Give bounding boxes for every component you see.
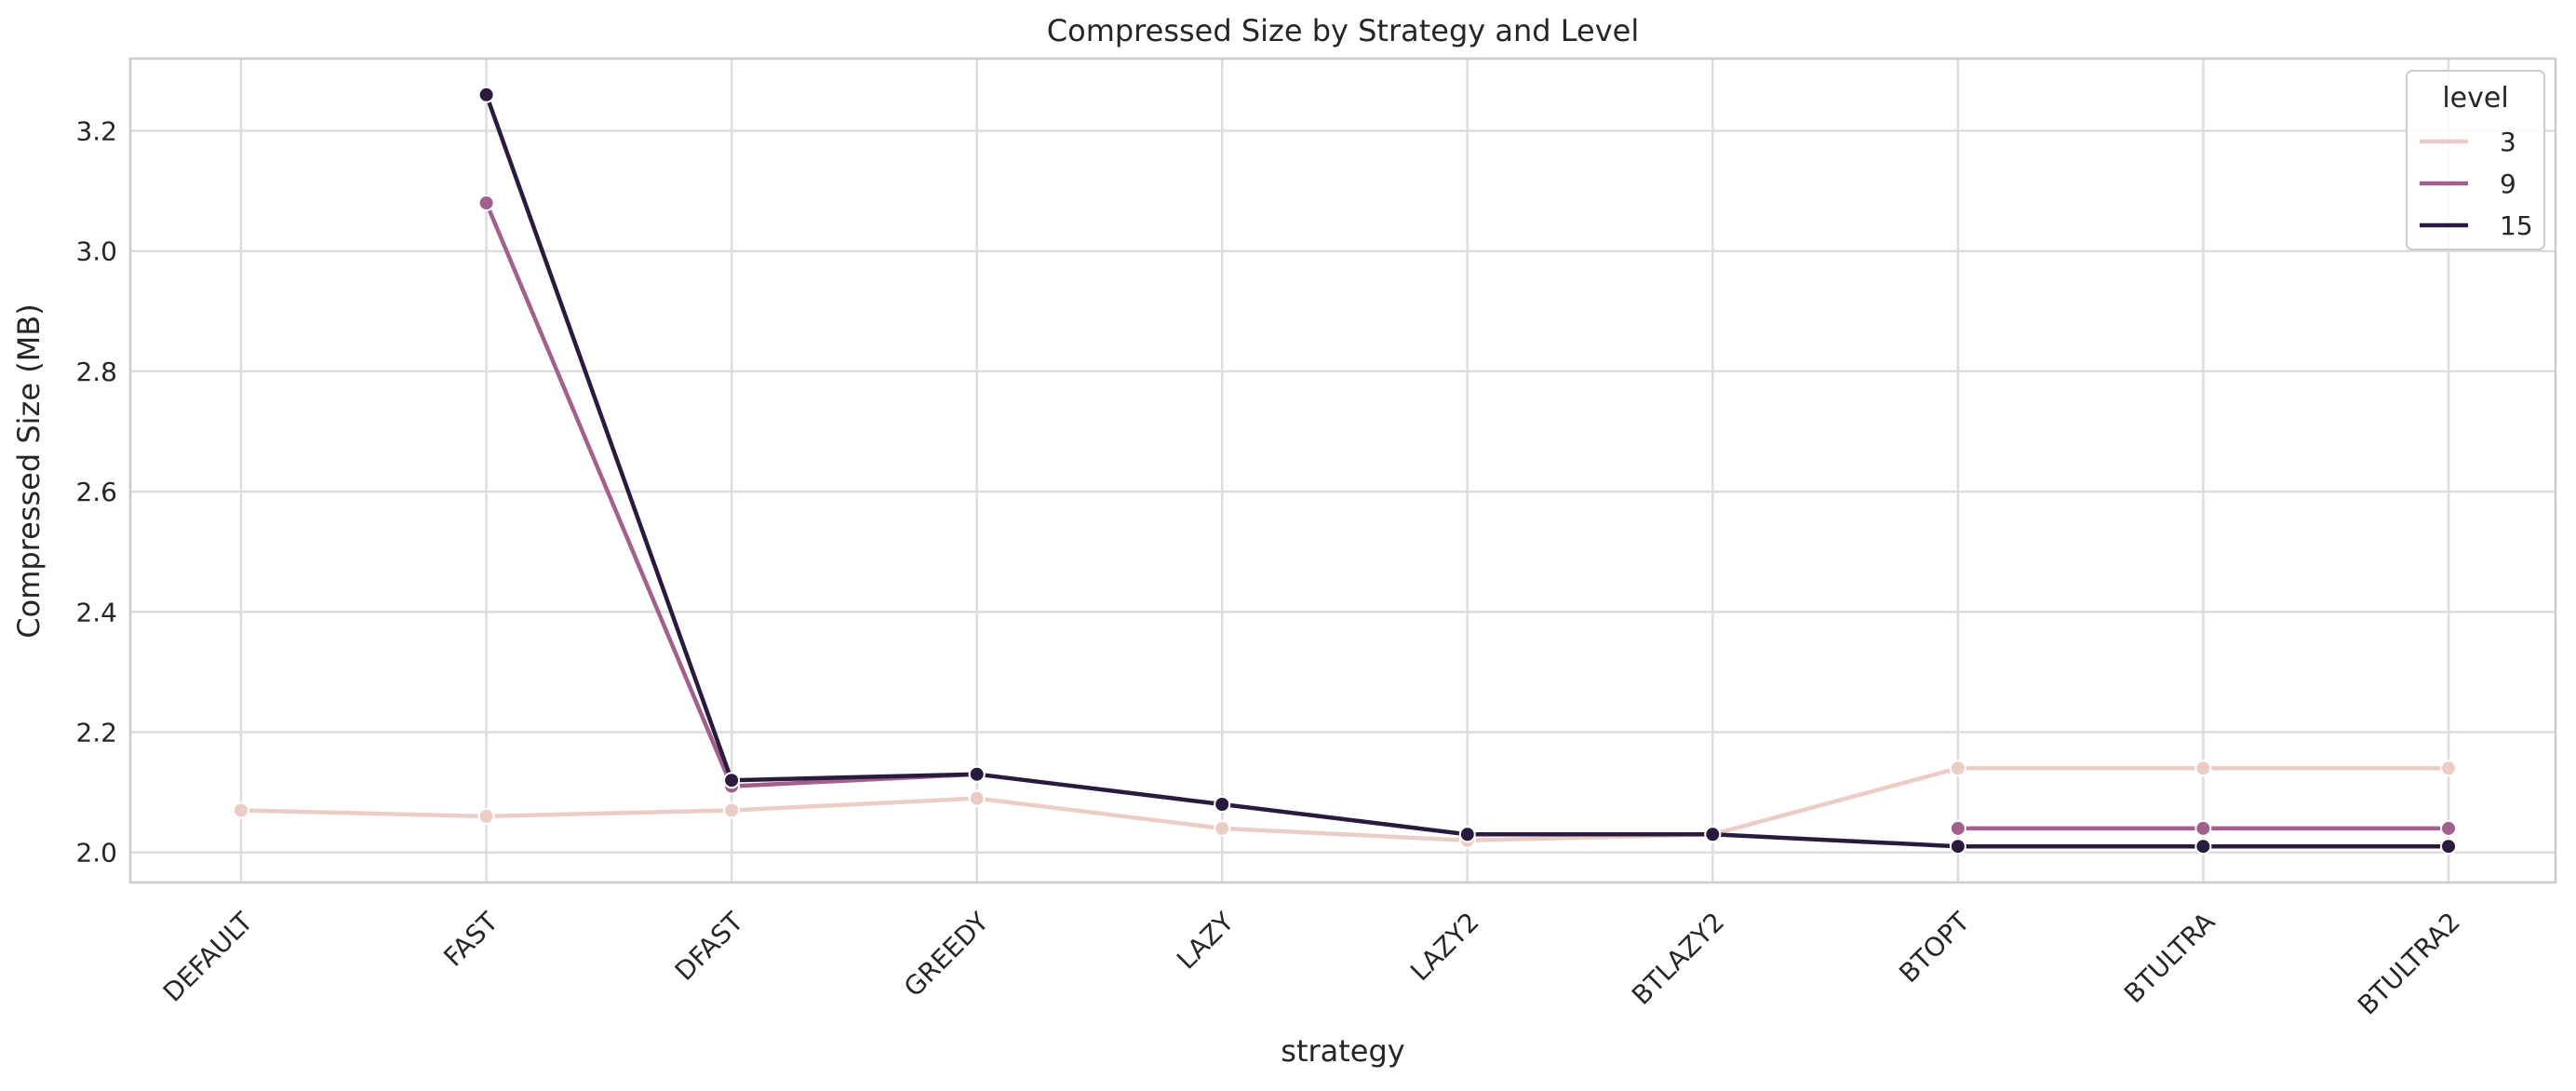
x-tick-label: BTLAZY2 [1626,907,1730,1011]
data-point-level-3 [2194,760,2212,777]
grid [130,59,2556,882]
y-tick-label: 2.4 [75,597,117,627]
data-point-level-15 [723,772,741,789]
legend-label: 3 [2500,127,2516,157]
data-point-level-15 [968,765,986,783]
series-line-level-3 [238,766,2451,843]
series-points [233,86,2457,855]
data-point-level-15 [1949,838,1966,855]
x-tick-label: LAZY2 [1404,907,1485,988]
data-point-level-9 [1949,819,1966,837]
x-tick-label: BTULTRA2 [2352,907,2466,1021]
data-point-level-15 [2194,838,2212,855]
data-point-level-3 [477,807,495,825]
y-tick-label: 2.2 [75,718,117,748]
y-tick-label: 3.0 [75,236,117,267]
data-point-level-9 [477,195,495,211]
x-axis-ticks: DEFAULT FAST DFAST GREEDY LAZY LAZY2 BTLAZY2 BT… [157,906,2466,1021]
data-point-level-15 [1704,826,1722,843]
data-point-level-3 [233,801,249,819]
x-tick-label: LAZY [1171,906,1241,976]
x-tick-label: GREEDY [898,906,995,1003]
data-point-level-15 [1214,796,1231,813]
series-lines [238,92,2451,849]
x-tick-label: BTOPT [1893,906,1976,989]
legend-label: 15 [2500,210,2533,241]
legend-label: 9 [2500,168,2516,199]
data-point-level-3 [2440,760,2457,777]
data-point-level-15 [1458,826,1476,843]
data-point-level-9 [2194,819,2212,837]
legend-items: 3 9 15 [2420,127,2533,241]
y-axis-title: Compressed Size (MB) [11,303,47,638]
y-tick-label: 2.6 [75,477,117,507]
data-point-level-3 [1214,819,1231,837]
x-tick-label: DFAST [669,906,750,987]
legend: level 3 9 15 [2406,70,2545,250]
y-tick-label: 2.0 [75,838,117,869]
legend-box [2406,70,2545,250]
x-tick-label: FAST [437,906,504,973]
y-axis-ticks: 2.0 2.2 2.4 2.6 2.8 3.0 3.2 [75,116,117,869]
data-point-level-3 [968,789,986,807]
x-tick-label: BTULTRA [2118,907,2220,1009]
y-tick-label: 3.2 [75,116,117,147]
data-point-level-15 [477,86,495,103]
data-point-level-3 [723,801,741,819]
data-point-level-3 [1949,760,1966,777]
data-point-level-9 [2440,819,2457,837]
x-axis-title: strategy [1281,1033,1404,1069]
data-point-level-15 [2440,838,2457,855]
chart-title: Compressed Size by Strategy and Level [1047,13,1639,48]
legend-title: level [2442,82,2508,114]
x-tick-label: DEFAULT [157,906,260,1008]
y-tick-label: 2.8 [75,357,117,387]
plot-frame [128,57,2557,884]
